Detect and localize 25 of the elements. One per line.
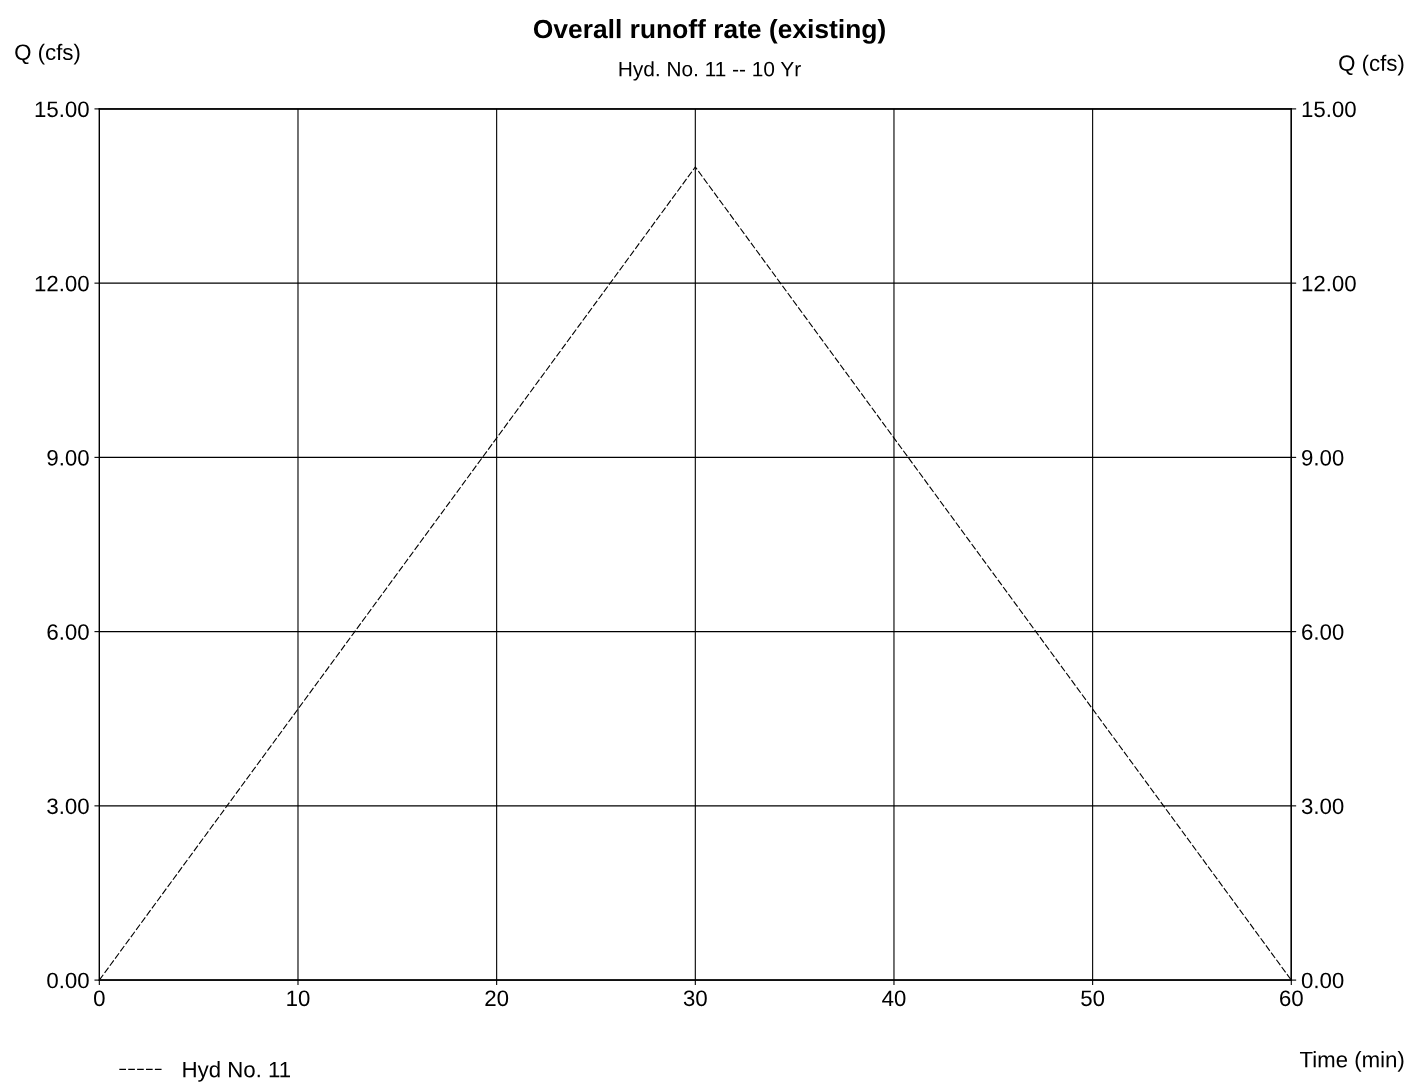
chart-title: Overall runoff rate (existing) (533, 18, 885, 44)
y2-tick-label: 6.00 (1302, 624, 1344, 640)
y-axis-title: Q (cfs) (15, 43, 80, 65)
y-tick-label: 9.00 (47, 449, 89, 466)
y2-tick-label: 0.00 (1301, 972, 1344, 989)
y-tick-label: 15.00 (35, 101, 89, 118)
x-tick-label: 0 (94, 990, 105, 1007)
x-tick-label: 20 (485, 990, 509, 1007)
y-tick-label: 12.00 (35, 275, 89, 292)
x-axis-title: Time (min) (1299, 1051, 1404, 1072)
y2-tick-label: 15.00 (1302, 101, 1356, 118)
x-tick-label: 30 (683, 990, 707, 1007)
x-tick-label: 40 (882, 990, 906, 1007)
y2-tick-label: 12.00 (1302, 275, 1356, 292)
chart-subtitle: Hyd. No. 11 -- 10 Yr (619, 61, 801, 81)
y2-tick-label: 9.00 (1302, 449, 1344, 466)
y2-tick-label: 3.00 (1301, 798, 1344, 815)
x-tick-label: 60 (1280, 990, 1303, 1007)
y-tick-label: 0.00 (47, 972, 89, 989)
y-tick-label: 6.00 (47, 624, 89, 640)
y-tick-label: 3.00 (47, 798, 89, 815)
x-tick-label: 50 (1081, 990, 1105, 1007)
y2-axis-title: Q (cfs) (1339, 54, 1404, 76)
x-tick-label: 10 (287, 990, 310, 1007)
legend-label: Hyd No. 11 (183, 1061, 290, 1082)
